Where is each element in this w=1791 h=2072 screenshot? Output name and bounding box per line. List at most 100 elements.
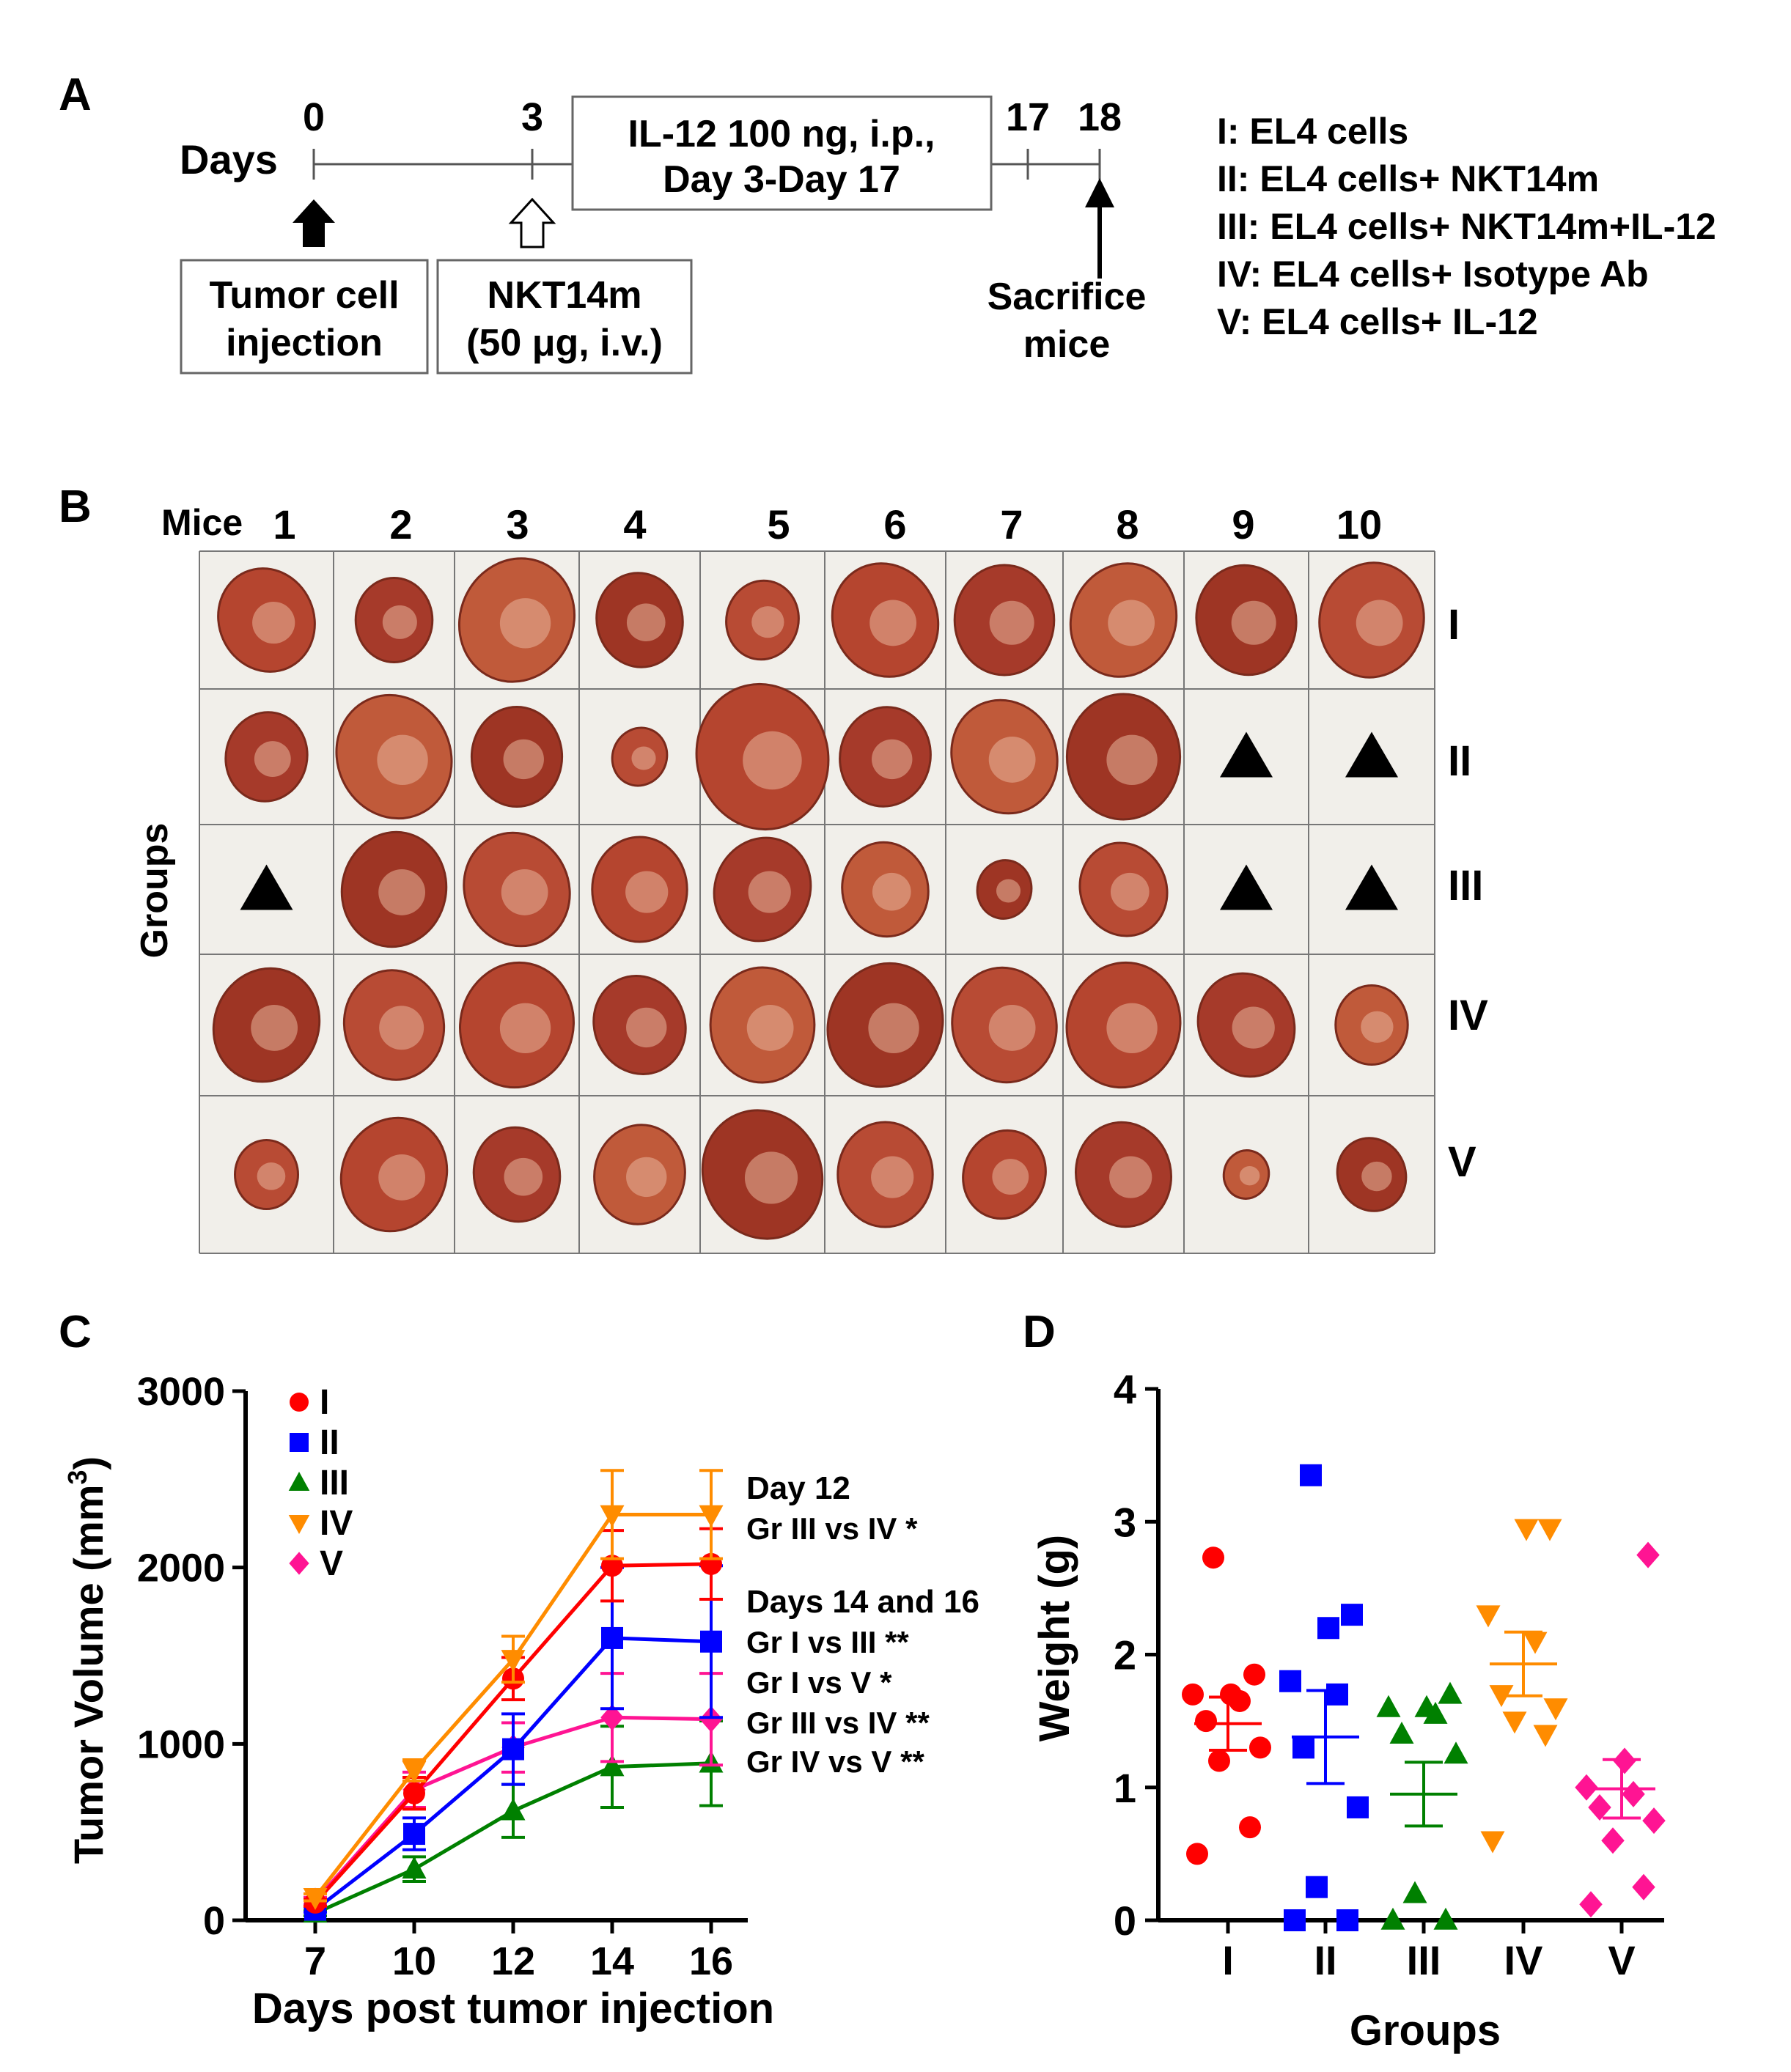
groups-axis-label: Groups [133, 823, 176, 959]
day-17-label: 17 [1006, 95, 1050, 139]
point-V-14 [600, 1704, 624, 1731]
days-label: Days [180, 136, 278, 183]
tumor-highlight-r4-c2 [379, 1006, 424, 1050]
tumor-highlight-r5-c2 [378, 1154, 426, 1201]
no-tumor-triangle-icon-r2-c10 [1345, 731, 1398, 778]
tumor-highlight-r3-c5 [748, 871, 791, 913]
tumor-highlight-r2-c7 [988, 737, 1036, 783]
weight-point-IV-6 [1523, 1632, 1548, 1654]
weight-point-I-1 [1186, 1843, 1208, 1865]
weight-point-IV-8 [1514, 1519, 1539, 1541]
weight-point-II-1 [1284, 1909, 1306, 1931]
tumor-highlight-r2-c3 [503, 739, 544, 780]
weight-point-I-8 [1220, 1683, 1242, 1706]
legend-label-V: V [320, 1544, 343, 1583]
weight-point-II-5 [1292, 1736, 1314, 1759]
tumor-highlight-r1-c2 [382, 605, 417, 639]
y-tick-label-d-2: 2 [1114, 1632, 1136, 1678]
x-tick-label-d-II: II [1314, 1937, 1336, 1983]
tumor-highlight-r3-c8 [1110, 872, 1150, 911]
annot-day12-line-1: Gr III vs IV * [746, 1511, 918, 1546]
y-tick-label-c-1000: 1000 [137, 1722, 225, 1766]
y-tick-label-d-4: 4 [1114, 1366, 1136, 1412]
tumor-highlight-r1-c6 [869, 600, 917, 646]
mouse-number-10: 10 [1336, 501, 1382, 548]
day-18-label: 18 [1078, 95, 1122, 139]
weight-point-V-1 [1579, 1891, 1603, 1918]
mouse-number-4: 4 [623, 501, 646, 548]
tumor-highlight-r3-c3 [501, 869, 548, 915]
x-tick-label-c-12: 12 [491, 1939, 535, 1983]
legend-label-I: I [320, 1383, 329, 1422]
legend-label-IV: IV [320, 1504, 353, 1543]
tumor-highlight-r5-c4 [626, 1157, 667, 1198]
tumor-highlight-r4-c4 [626, 1007, 667, 1048]
tumor-box-line-2: injection [226, 322, 383, 364]
tumor-highlight-r2-c6 [872, 739, 913, 780]
tumor-highlight-r5-c7 [992, 1159, 1029, 1195]
point-V-16 [699, 1706, 723, 1733]
point-IV-7 [303, 1887, 328, 1910]
mouse-number-6: 6 [883, 501, 906, 548]
point-II-16 [700, 1630, 722, 1653]
tumor-highlight-r1-c10 [1356, 600, 1403, 646]
mouse-number-5: 5 [767, 501, 790, 548]
weight-point-IV-2 [1533, 1725, 1558, 1747]
tumor-highlight-r5-c1 [257, 1162, 286, 1190]
row-label-IV: IV [1448, 992, 1488, 1039]
nkt14m-arrow-icon [508, 197, 556, 248]
x-tick-label-c-7: 7 [304, 1939, 326, 1983]
tumor-highlight-r5-c6 [871, 1156, 914, 1198]
weight-point-III-1 [1380, 1907, 1405, 1930]
tumor-highlight-r3-c4 [625, 871, 669, 913]
point-IV-14 [600, 1505, 625, 1527]
y-tick-label-c-0: 0 [203, 1899, 225, 1943]
x-axis-label-d: Groups [1350, 2007, 1501, 2054]
x-tick-label-c-16: 16 [689, 1939, 733, 1983]
weight-point-II-9 [1341, 1604, 1363, 1626]
tumor-highlight-r4-c9 [1232, 1006, 1275, 1049]
y-axis-label-c: Tumor Volume (mm3) [62, 1456, 111, 1864]
tumor-highlight-r1-c5 [751, 606, 784, 638]
weight-point-V-6 [1622, 1780, 1645, 1807]
weight-point-I-9 [1243, 1663, 1265, 1686]
point-IV-10 [402, 1761, 427, 1783]
legend-marker-III [288, 1472, 310, 1492]
nkt-box-line-1: NKT14m [488, 274, 642, 317]
tumor-highlight-r5-c9 [1239, 1165, 1260, 1186]
photo-grid [199, 550, 1435, 1254]
point-II-10 [403, 1823, 425, 1846]
weight-point-I-2 [1239, 1816, 1261, 1839]
nkt-box-line-2: (50 μg, i.v.) [466, 322, 663, 364]
legend-marker-V [289, 1552, 309, 1575]
no-tumor-triangle-icon-r2-c9 [1220, 731, 1273, 778]
tumor-injection-box [180, 259, 429, 375]
annot-day12-title: Day 12 [746, 1470, 850, 1506]
tumor-highlight-r1-c7 [989, 600, 1034, 645]
group-legend-2: II: EL4 cells+ NKT14m [1217, 158, 1599, 199]
group-legend-5: V: EL4 cells+ IL-12 [1217, 301, 1538, 342]
annot-days1416-line-2: Gr I vs V * [746, 1665, 892, 1700]
weight-point-II-3 [1306, 1876, 1328, 1898]
row-label-I: I [1448, 601, 1460, 649]
weight-point-IV-3 [1502, 1711, 1527, 1734]
weight-point-II-6 [1326, 1683, 1348, 1706]
mouse-number-8: 8 [1116, 501, 1139, 548]
legend-marker-I [290, 1393, 309, 1412]
tumor-highlight-r4-c7 [988, 1005, 1036, 1051]
point-III-12 [501, 1798, 526, 1821]
weight-point-III-8 [1414, 1695, 1439, 1717]
mouse-number-1: 1 [273, 501, 295, 548]
weight-point-V-9 [1636, 1541, 1660, 1568]
nkt14m-box [436, 259, 693, 375]
point-IV-16 [699, 1505, 724, 1527]
photo-tumors [212, 557, 1425, 1240]
x-tick-label-d-III: III [1407, 1937, 1441, 1983]
weight-point-IV-4 [1543, 1698, 1568, 1721]
no-tumor-triangle-icon-r3-c1 [240, 864, 293, 910]
